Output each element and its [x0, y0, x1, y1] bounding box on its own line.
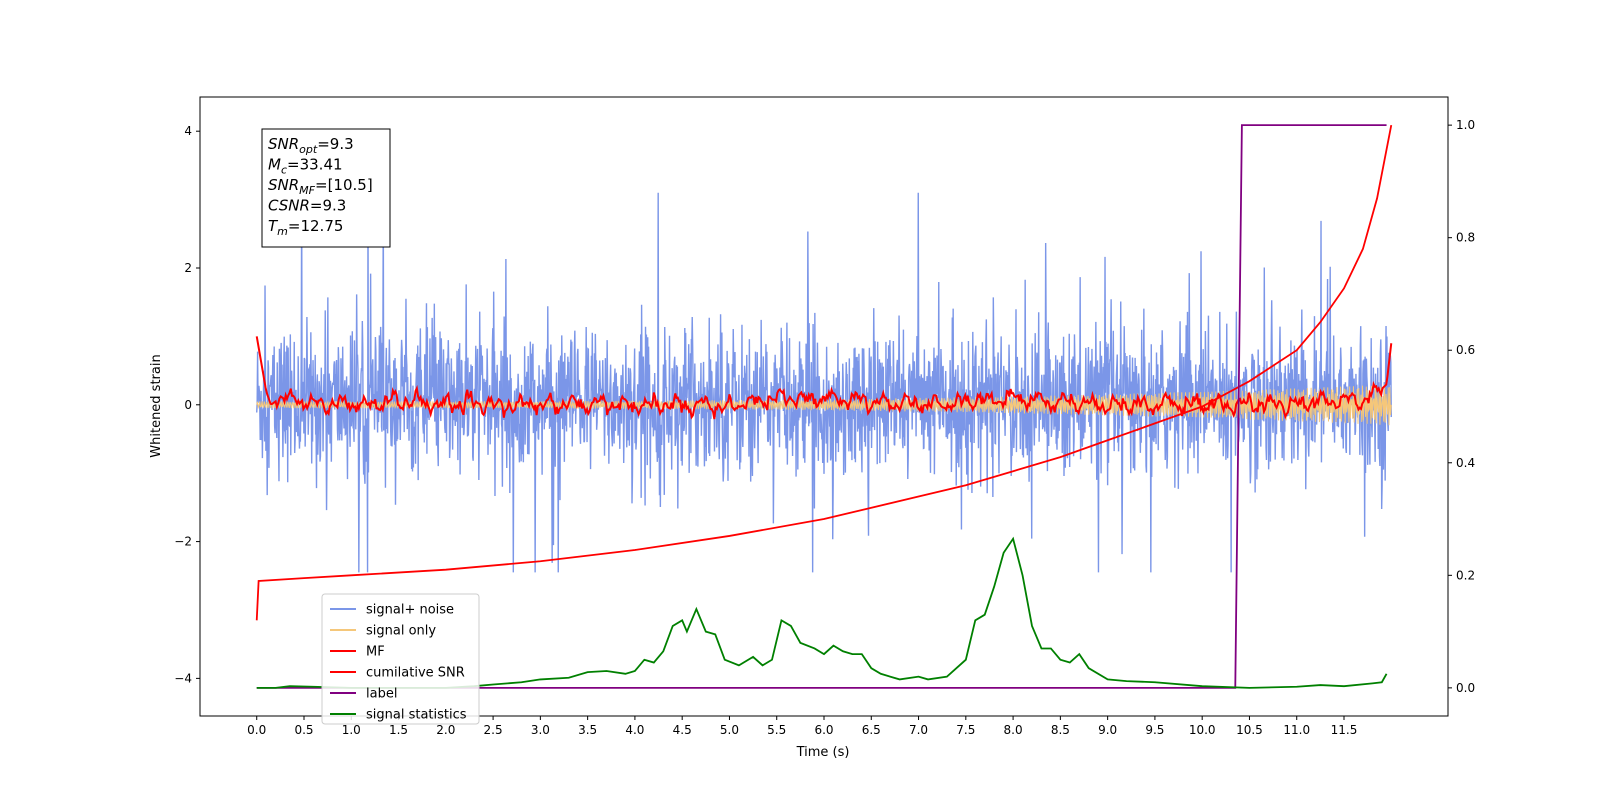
x-tick-label: 5.5	[767, 723, 786, 737]
annotation-value: =12.75	[288, 217, 344, 235]
x-tick-label: 4.0	[625, 723, 644, 737]
x-tick-label: 5.0	[720, 723, 739, 737]
legend-label-signal-noise: signal+ noise	[366, 603, 454, 618]
y-left-tick-label: −2	[174, 535, 192, 549]
annotation-subscript: m	[277, 225, 288, 238]
y-right-tick-label: 0.0	[1456, 681, 1475, 695]
series-signal-noise	[256, 192, 1392, 573]
series-signal-only	[256, 384, 1392, 426]
y-right-tick-label: 1.0	[1456, 118, 1475, 132]
x-tick-label: 7.5	[956, 723, 975, 737]
annotation-line: CSNR=9.3	[268, 197, 346, 215]
legend-label-label: label	[366, 687, 397, 702]
x-axis-label: Time (s)	[796, 745, 850, 760]
x-tick-label: 3.5	[578, 723, 597, 737]
x-tick-label: 3.0	[531, 723, 550, 737]
annotation-line: Mc=33.41	[268, 156, 343, 177]
x-tick-label: 8.0	[1004, 723, 1023, 737]
legend-label-mf: MF	[366, 645, 385, 660]
series-label	[256, 124, 1387, 689]
x-tick-label: 7.0	[909, 723, 928, 737]
series-layer	[255, 124, 1393, 689]
x-tick-label: 9.0	[1098, 723, 1117, 737]
annotation-line: SNRopt=9.3	[268, 135, 354, 156]
legend-label-cumilative-snr: cumilative SNR	[366, 666, 465, 681]
annotation-symbol: SNR	[268, 135, 299, 153]
legend: signal+ noise signal only MF cumilative SNR…	[321, 593, 480, 725]
x-tick-label: 1.5	[389, 723, 408, 737]
x-tick-label: 6.0	[814, 723, 833, 737]
annotation-value: =9.3	[317, 135, 353, 153]
x-tick-label: 10.5	[1236, 723, 1263, 737]
series-mf	[255, 336, 1393, 420]
annotation-line: SNRMF=[10.5]	[268, 176, 373, 197]
annotation-line: Tm=12.75	[268, 217, 343, 238]
stats-annotation-box: SNRopt=9.3Mc=33.41SNRMF=[10.5]CSNR=9.3Tm…	[261, 128, 391, 248]
x-axis-ticks: 0.0 0.5 1.0 1.5 2.0 2.5 3.0 3.5 4.0 4.5 5.0 5.5 6.0 6…	[247, 716, 1357, 737]
annotation-symbol: CSNR	[268, 197, 310, 215]
x-tick-label: 0.0	[247, 723, 266, 737]
x-tick-label: 0.5	[294, 723, 313, 737]
x-tick-label: 2.0	[436, 723, 455, 737]
annotation-subscript: c	[281, 164, 287, 177]
annotation-symbol: SNR	[268, 176, 299, 194]
x-tick-label: 9.5	[1145, 723, 1164, 737]
legend-frame	[321, 593, 480, 725]
y-axis-right-ticks: 1.0 0.8 0.6 0.4 0.2 0.0	[1448, 118, 1475, 695]
annotation-value: =[10.5]	[315, 176, 373, 194]
y-right-tick-label: 0.2	[1456, 568, 1475, 582]
annotation-subscript: opt	[299, 143, 318, 156]
x-tick-label: 1.0	[342, 723, 361, 737]
y-right-tick-label: 0.6	[1456, 343, 1475, 357]
x-tick-label: 2.5	[484, 723, 503, 737]
x-tick-label: 10.0	[1189, 723, 1216, 737]
annotation-subscript: MF	[299, 184, 315, 197]
legend-label-signal-statistics: signal statistics	[366, 708, 467, 723]
y-left-tick-label: 2	[184, 261, 192, 275]
y-right-tick-label: 0.8	[1456, 231, 1475, 245]
y-axis-left-ticks: 4 2 0 −2 −4	[174, 124, 200, 685]
series-cumilative-snr	[255, 124, 1393, 621]
x-tick-label: 11.0	[1283, 723, 1310, 737]
y-axis-left-label: Whitened strain	[149, 354, 164, 457]
y-left-tick-label: −4	[174, 671, 192, 685]
x-tick-label: 4.5	[673, 723, 692, 737]
series-signal-statistics	[256, 536, 1388, 689]
y-left-tick-label: 0	[184, 398, 192, 412]
x-tick-label: 6.5	[862, 723, 881, 737]
annotation-value: =9.3	[310, 197, 346, 215]
y-right-tick-label: 0.4	[1456, 456, 1475, 470]
legend-label-signal-only: signal only	[366, 624, 436, 639]
x-tick-label: 8.5	[1051, 723, 1070, 737]
y-left-tick-label: 4	[184, 124, 192, 138]
x-tick-label: 11.5	[1331, 723, 1358, 737]
annotation-frame	[261, 128, 391, 248]
annotation-value: =33.41	[287, 156, 343, 174]
annotation-symbol: M	[268, 156, 281, 174]
annotation-symbol: T	[268, 217, 279, 235]
